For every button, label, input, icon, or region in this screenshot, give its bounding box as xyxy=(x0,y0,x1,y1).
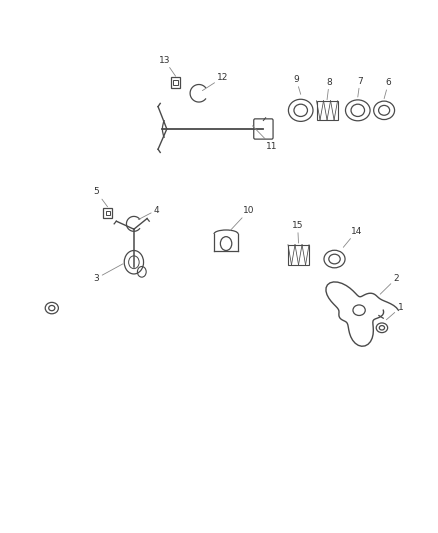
Text: 15: 15 xyxy=(291,221,303,243)
Text: 14: 14 xyxy=(343,227,361,247)
Bar xyxy=(287,245,308,265)
Text: 12: 12 xyxy=(202,73,228,91)
Text: 10: 10 xyxy=(230,206,254,230)
Bar xyxy=(173,80,177,85)
Text: 4: 4 xyxy=(138,206,159,220)
Text: 5: 5 xyxy=(93,188,107,207)
Bar xyxy=(316,101,337,120)
Text: 1: 1 xyxy=(385,303,403,320)
Text: 7: 7 xyxy=(356,77,362,97)
Text: 8: 8 xyxy=(325,78,332,100)
Bar xyxy=(170,77,180,88)
Text: 6: 6 xyxy=(383,78,391,99)
Text: 3: 3 xyxy=(93,264,123,282)
Text: 13: 13 xyxy=(159,56,175,76)
Text: 2: 2 xyxy=(379,274,398,294)
Bar xyxy=(105,211,110,215)
Bar xyxy=(103,208,112,218)
Text: 9: 9 xyxy=(293,75,300,94)
Text: 11: 11 xyxy=(252,126,277,150)
